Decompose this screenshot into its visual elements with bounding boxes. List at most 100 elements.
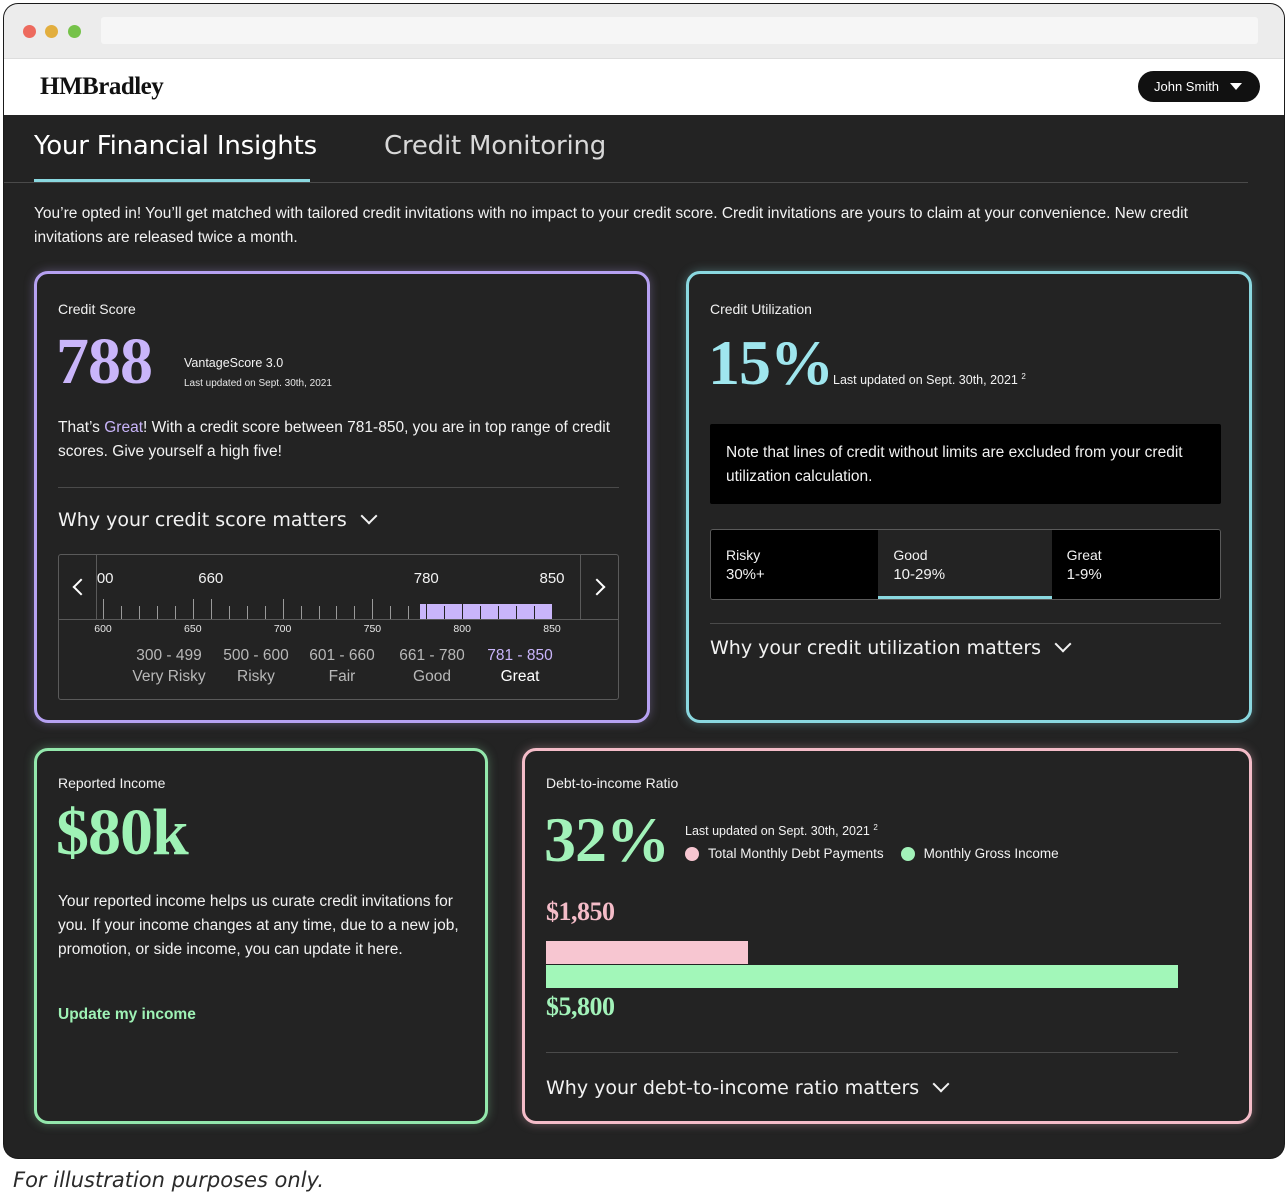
scale-bottom-label: 750 bbox=[363, 623, 382, 635]
divider bbox=[58, 487, 619, 488]
range-values: 500 - 600 bbox=[223, 647, 289, 664]
toggle-label: Why your credit score matters bbox=[58, 509, 347, 531]
score-range-fair: 601 - 660 Fair bbox=[309, 645, 375, 687]
scale-top-label: 660 bbox=[198, 570, 224, 587]
score-model: VantageScore 3.0 bbox=[184, 356, 284, 370]
range-values: 601 - 660 bbox=[309, 647, 375, 664]
user-menu-button[interactable]: John Smith bbox=[1138, 71, 1260, 102]
segment-name: Great bbox=[1066, 547, 1102, 563]
updated-text: Last updated on Sept. 30th, 2021 bbox=[833, 373, 1018, 388]
card-title: Credit Utilization bbox=[710, 301, 812, 317]
desc-text: ! With a credit score between 781-850, y… bbox=[58, 419, 610, 460]
scale-bottom-label: 600 bbox=[94, 623, 112, 635]
scale-tick bbox=[138, 606, 140, 619]
address-bar[interactable] bbox=[101, 17, 1258, 44]
scale-bottom-label: 800 bbox=[453, 623, 471, 635]
range-values: 661 - 780 bbox=[399, 647, 465, 664]
legend-label: Monthly Gross Income bbox=[923, 846, 1059, 861]
scale-tick bbox=[408, 606, 410, 619]
tab-credit-monitoring[interactable]: Credit Monitoring bbox=[384, 131, 607, 161]
scale-tick bbox=[336, 606, 338, 619]
scale-tick bbox=[498, 606, 500, 619]
chevron-right-icon bbox=[588, 578, 605, 596]
tab-bar: Your Financial Insights Credit Monitorin… bbox=[4, 115, 1284, 183]
range-label: Very Risky bbox=[132, 668, 206, 685]
why-utilization-matters-toggle[interactable]: Why your credit utilization matters bbox=[710, 635, 1072, 659]
range-label: Fair bbox=[328, 668, 356, 685]
scale-prev-button[interactable] bbox=[59, 555, 97, 619]
score-range-risky: 500 - 600 Risky bbox=[223, 645, 289, 687]
intro-message: You’re opted in! You’ll get matched with… bbox=[34, 205, 1188, 246]
why-dti-matters-toggle[interactable]: Why your debt-to-income ratio matters bbox=[546, 1075, 950, 1099]
debt-bar bbox=[546, 941, 748, 964]
minimize-window-dot[interactable] bbox=[45, 25, 58, 38]
illustration-footnote: For illustration purposes only. bbox=[13, 1168, 325, 1192]
segment-name: Good bbox=[893, 547, 928, 563]
score-range-good: 661 - 780 Good bbox=[399, 645, 465, 687]
segment-name: Risky bbox=[726, 547, 761, 563]
scale-tick bbox=[534, 606, 536, 619]
last-updated: Last updated on Sept. 30th, 2021 bbox=[184, 378, 332, 389]
reported-income-card: Reported Income $80k Your reported incom… bbox=[34, 748, 488, 1124]
footnote-mark: 2 bbox=[873, 823, 878, 832]
why-score-matters-toggle[interactable]: Why your credit score matters bbox=[58, 507, 378, 531]
range-values: 781 - 850 bbox=[487, 647, 553, 664]
scale-tick bbox=[192, 599, 194, 619]
close-window-dot[interactable] bbox=[23, 25, 36, 38]
util-segment-great: Great 1-9% bbox=[1051, 530, 1220, 599]
scale-tick bbox=[462, 599, 464, 619]
range-label: Good bbox=[413, 668, 451, 685]
scale-bottom-label: 650 bbox=[184, 623, 202, 635]
divider bbox=[546, 1052, 1178, 1053]
legend-item-debt: Total Monthly Debt Payments bbox=[685, 846, 884, 861]
utilization-scale: Risky 30%+ Good 10-29% Great 1-9% bbox=[710, 529, 1221, 600]
segment-value: 30%+ bbox=[726, 566, 765, 583]
chevron-down-icon bbox=[360, 507, 378, 525]
scale-tick bbox=[480, 606, 482, 619]
income-description: Your reported income helps us curate cre… bbox=[58, 893, 459, 958]
divider bbox=[710, 623, 1221, 624]
credit-score-card: Credit Score 788 VantageScore 3.0 Last u… bbox=[34, 271, 650, 723]
scale-tick bbox=[390, 606, 392, 619]
util-segment-good: Good 10-29% bbox=[878, 530, 1052, 599]
scale-next-button[interactable] bbox=[580, 555, 618, 619]
credit-utilization-card: Credit Utilization 15% Last updated on S… bbox=[686, 271, 1252, 723]
maximize-window-dot[interactable] bbox=[68, 25, 81, 38]
scale-top-label: 600 bbox=[97, 570, 114, 587]
scale-tick bbox=[246, 606, 248, 619]
app-header: HMBradley John Smith bbox=[4, 59, 1284, 115]
scale-bottom-label: 850 bbox=[543, 623, 561, 635]
card-title: Reported Income bbox=[58, 775, 166, 791]
segment-value: 1-9% bbox=[1066, 566, 1102, 583]
scale-baseline bbox=[59, 619, 618, 620]
income-amount: $80k bbox=[56, 796, 189, 869]
scale-ticks: 600 660 780 850 bbox=[97, 555, 580, 619]
brand-logo[interactable]: HMBradley bbox=[40, 73, 164, 100]
scale-tick bbox=[318, 606, 320, 619]
active-tab-indicator bbox=[34, 179, 310, 183]
chevron-down-icon bbox=[1054, 635, 1072, 653]
card-title: Credit Score bbox=[58, 301, 136, 317]
scale-tick bbox=[120, 606, 122, 619]
chevron-left-icon bbox=[72, 578, 89, 596]
tab-financial-insights[interactable]: Your Financial Insights bbox=[34, 131, 317, 161]
dti-card: Debt-to-income Ratio 32% Last updated on… bbox=[522, 748, 1252, 1124]
scale-top-label: 780 bbox=[413, 570, 439, 587]
browser-chrome bbox=[4, 4, 1284, 59]
user-name: John Smith bbox=[1154, 79, 1220, 94]
card-title: Debt-to-income Ratio bbox=[546, 775, 679, 791]
scale-tick bbox=[300, 606, 302, 619]
toggle-label: Why your debt-to-income ratio matters bbox=[546, 1077, 920, 1099]
scale-tick bbox=[444, 606, 446, 619]
segment-value: 10-29% bbox=[893, 566, 946, 583]
score-description: That’s Great! With a credit score betwee… bbox=[58, 416, 618, 464]
legend-dot bbox=[685, 846, 699, 861]
scale-bottom-label: 700 bbox=[273, 623, 292, 635]
scale-tick bbox=[174, 606, 176, 619]
util-segment-risky: Risky 30%+ bbox=[711, 530, 879, 599]
scale-tick bbox=[156, 606, 158, 619]
scale-tick bbox=[426, 599, 428, 619]
dti-legend: Total Monthly Debt Payments Monthly Gros… bbox=[685, 846, 1076, 861]
income-value-label: $5,800 bbox=[546, 992, 615, 1021]
update-income-link[interactable]: Update my income bbox=[58, 1006, 196, 1023]
